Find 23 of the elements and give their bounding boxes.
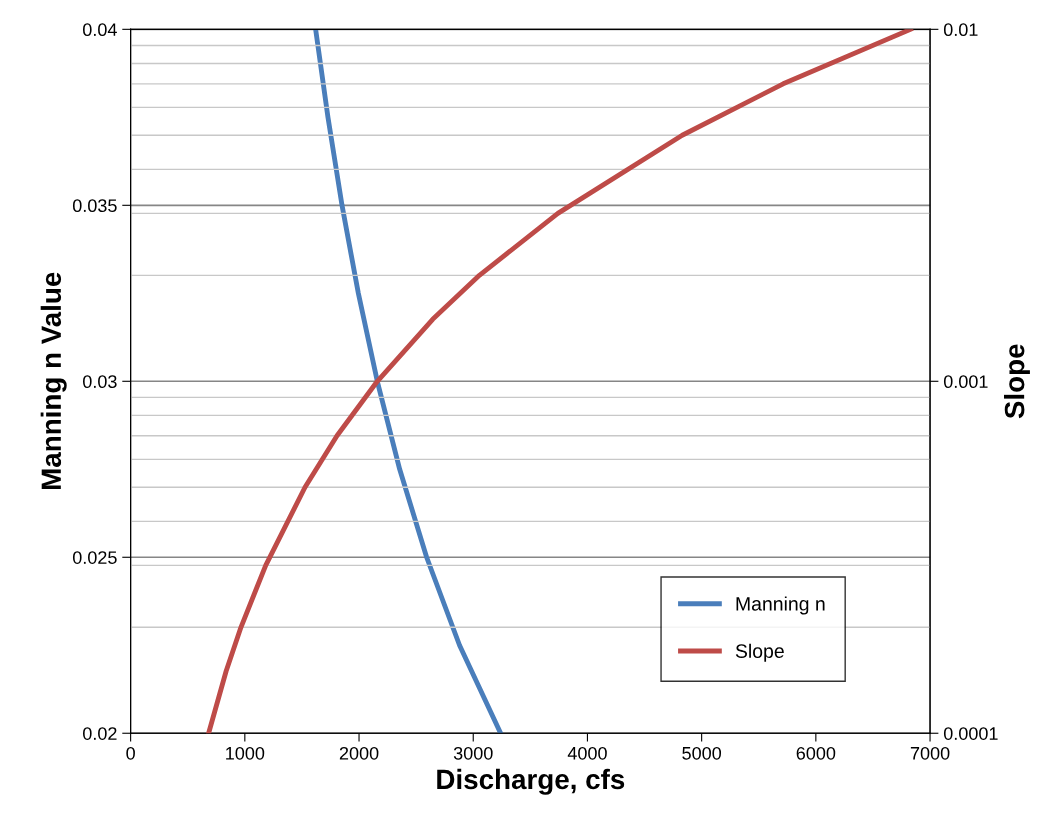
x-tick-label: 3000	[453, 746, 493, 760]
legend-label: Slope	[735, 643, 784, 662]
y2-tick-label: 0.01	[943, 23, 978, 37]
x-tick-label: 7000	[910, 746, 950, 760]
y2-tick-label: 0.0001	[943, 727, 998, 740]
y-tick-label: 0.03	[83, 375, 117, 389]
line-series	[206, 29, 914, 734]
y-tick-label: 0.035	[72, 199, 117, 213]
legend-label: Manning n	[736, 596, 825, 615]
y-tick-label: 0.025	[72, 551, 117, 564]
x-tick-label: 4000	[567, 746, 607, 760]
x-tick-label: 0	[126, 746, 135, 760]
y-axis-title: Manning n Value	[40, 272, 67, 489]
y2-axis-title: Slope	[1004, 344, 1030, 419]
x-tick-label: 1000	[226, 746, 265, 760]
line-series	[313, 29, 504, 734]
y-tick-label: 0.04	[83, 23, 117, 37]
y2-tick-label: 0.001	[943, 375, 988, 389]
x-tick-label: 6000	[796, 746, 836, 760]
y-tick-label: 0.02	[83, 727, 117, 740]
x-tick-label: 5000	[682, 746, 722, 760]
x-tick-label: 2000	[339, 746, 379, 760]
x-axis-title: Discharge, cfs	[437, 768, 625, 795]
